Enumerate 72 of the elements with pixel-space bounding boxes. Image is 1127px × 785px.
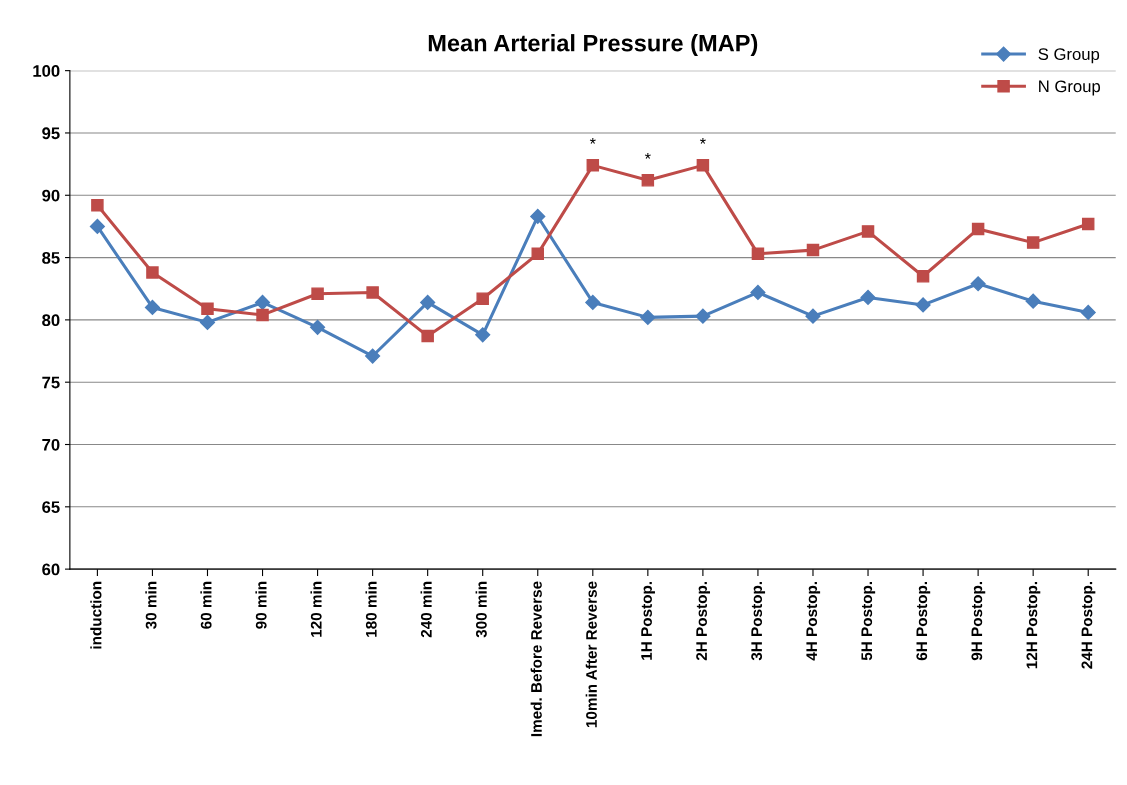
annotation: * — [644, 152, 651, 159]
x-tick-label: 2H Postop. — [696, 581, 711, 661]
point — [91, 198, 104, 212]
x-tick-label: 180 min — [365, 581, 377, 637]
point — [1080, 304, 1096, 320]
point — [806, 243, 820, 257]
y-tick-label: 75 — [42, 376, 60, 389]
point — [476, 292, 489, 305]
x-tick-label: Imed. Before Reverse — [530, 581, 542, 737]
x-tick-label: 6H Postop. — [916, 581, 931, 661]
y-tick-label: 85 — [42, 251, 60, 264]
point — [805, 308, 821, 324]
x-tick-label: 9H Postop. — [971, 581, 986, 661]
point — [475, 327, 491, 343]
legend-label: N Group — [1039, 80, 1101, 96]
point — [916, 270, 930, 283]
point — [254, 294, 271, 311]
point — [1026, 236, 1040, 249]
point — [696, 159, 710, 172]
x-tick-label: induction — [90, 581, 102, 649]
point — [365, 348, 381, 364]
point — [1081, 217, 1095, 231]
point — [530, 208, 546, 225]
point — [1025, 293, 1041, 309]
point — [311, 287, 324, 300]
point — [310, 319, 326, 335]
y-tick-label: 70 — [42, 438, 60, 451]
point — [751, 247, 765, 261]
point — [640, 309, 656, 325]
point — [531, 247, 545, 261]
x-tick-label: 4H Postop. — [806, 581, 821, 661]
point — [860, 289, 876, 306]
annotation: * — [589, 137, 596, 144]
point — [750, 284, 766, 301]
chart-title: Mean Arterial Pressure (MAP) — [428, 34, 758, 57]
x-tick-label: 1H Postop. — [641, 581, 655, 660]
point — [420, 294, 436, 311]
x-tick-label: 120 min — [310, 581, 322, 637]
annotation: * — [699, 137, 706, 144]
x-tick-label: 60 min — [200, 581, 212, 629]
point — [970, 276, 986, 292]
x-tick-label: 12H Postop. — [1026, 581, 1041, 669]
point — [695, 308, 711, 324]
point — [585, 294, 601, 311]
point — [915, 297, 931, 313]
point — [641, 174, 655, 187]
point — [146, 266, 159, 279]
x-tick-label: 10min After Reverse — [585, 581, 597, 728]
x-tick-label: 300 min — [475, 581, 487, 638]
point — [421, 329, 434, 343]
y-tick-label: 60 — [42, 563, 60, 576]
x-tick-label: 90 min — [255, 581, 267, 629]
point — [586, 159, 600, 172]
x-tick-label: 3H Postop. — [751, 581, 766, 661]
y-tick-label: 65 — [42, 501, 60, 514]
point — [201, 302, 214, 315]
legend-label: S Group — [1038, 48, 1100, 64]
y-tick-label: 100 — [33, 65, 60, 77]
point — [199, 314, 216, 330]
y-tick-label: 95 — [42, 127, 60, 140]
point — [144, 299, 161, 315]
x-tick-label: 5H Postop. — [861, 581, 876, 661]
point — [89, 218, 105, 234]
point — [256, 308, 269, 322]
point — [971, 222, 985, 236]
point — [366, 286, 379, 299]
y-tick-label: 80 — [42, 314, 60, 327]
point — [861, 225, 875, 238]
x-tick-label: 24H Postop. — [1081, 581, 1096, 669]
x-tick-label: 240 min — [420, 581, 432, 638]
y-tick-label: 90 — [42, 189, 60, 202]
x-tick-label: 30 min — [145, 581, 157, 629]
